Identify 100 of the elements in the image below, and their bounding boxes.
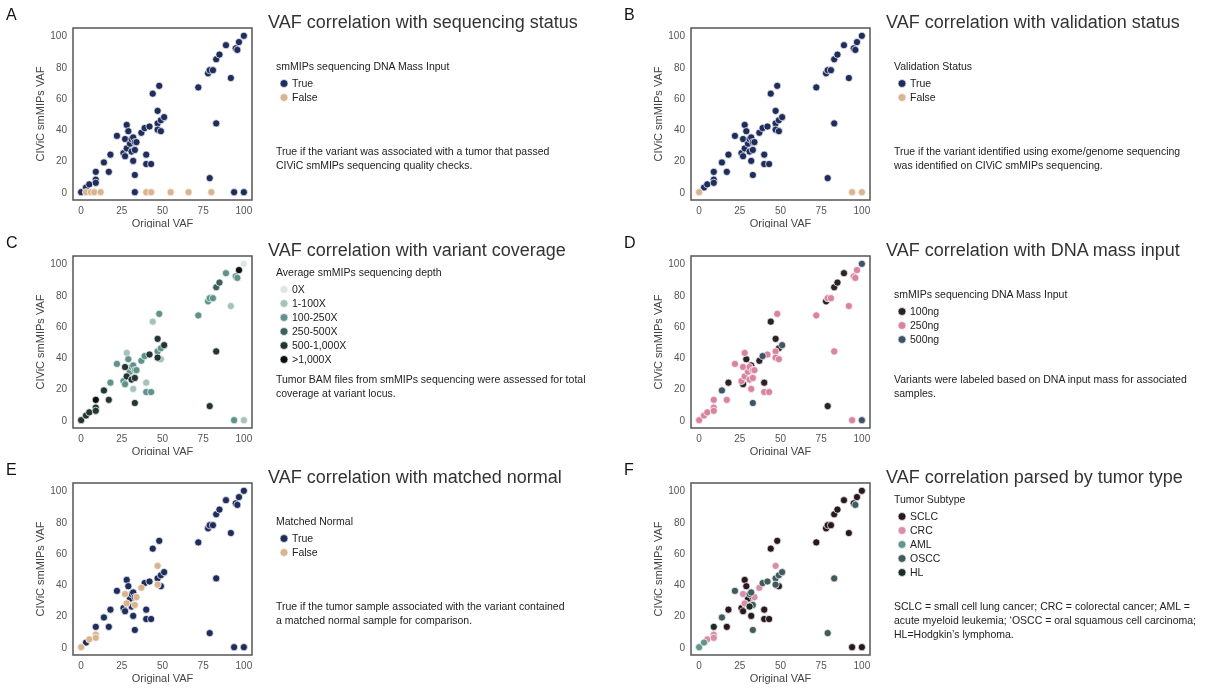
x-tick-label: 25 xyxy=(734,660,746,671)
text: VAF correlation with variant coverage xyxy=(268,240,566,260)
x-axis-title: Original VAF xyxy=(749,217,812,229)
legend-label: HL xyxy=(910,566,924,578)
x-tick-label: 25 xyxy=(116,205,128,216)
text: D xyxy=(624,234,636,251)
x-tick-label: 75 xyxy=(197,433,210,444)
x-tick-label: 25 xyxy=(734,205,746,216)
y-axis-title: CIViC smMIPs VAF xyxy=(652,66,664,162)
x-axis-title: Original VAF xyxy=(749,445,812,457)
x-tick-label: 50 xyxy=(774,660,787,671)
y-axis-title: CIViC smMIPs VAF xyxy=(34,521,46,617)
text: F xyxy=(624,461,634,478)
x-tick-label: 75 xyxy=(197,205,210,216)
x-tick-label: 100 xyxy=(235,660,253,671)
x-tick-label: 50 xyxy=(774,433,787,444)
x-axis-title: Original VAF xyxy=(131,672,194,684)
legend-label: 250-500X xyxy=(292,325,338,337)
legend-label: True xyxy=(292,532,314,544)
y-tick-label: 100 xyxy=(668,485,686,497)
legend-title: Tumor Subtype xyxy=(894,493,966,505)
legend-label: False xyxy=(910,91,936,103)
text: True if the variant identified using exome/genome sequencing was identified on CIViC smMIPs sequencing. xyxy=(893,145,1181,171)
y-tick-label: 80 xyxy=(673,289,686,301)
legend-label: 100-250X xyxy=(292,311,338,323)
x-tick-label: 50 xyxy=(156,433,169,444)
text: A xyxy=(6,6,17,23)
x-tick-label: 0 xyxy=(696,660,703,671)
x-tick-label: 75 xyxy=(197,660,210,671)
y-tick-label: 80 xyxy=(55,61,68,73)
y-tick-label: 60 xyxy=(673,547,686,559)
x-tick-label: 0 xyxy=(696,433,703,444)
x-axis-title: Original VAF xyxy=(131,445,194,457)
text: VAF correlation parsed by tumor type xyxy=(886,467,1183,487)
text: SCLC = small cell lung cancer; CRC = colorectal cancer; AML = acute myeloid leukemia; ‘OSCC = oral squamous cell carcinoma; HL=Hodgkin’s lymphoma. xyxy=(894,600,1197,640)
legend-label: False xyxy=(292,91,318,103)
y-tick-label: 20 xyxy=(673,155,686,167)
legend-label: >1,000X xyxy=(292,353,332,365)
y-tick-label: 40 xyxy=(55,124,68,136)
x-tick-label: 100 xyxy=(235,433,253,444)
y-axis-title: CIViC smMIPs VAF xyxy=(652,521,664,617)
legend-label: 0X xyxy=(292,283,305,295)
y-tick-label: 20 xyxy=(673,610,686,622)
y-tick-label: 0 xyxy=(61,186,68,198)
legend-label: CRC xyxy=(910,524,934,536)
x-axis-title: Original VAF xyxy=(131,217,194,229)
y-tick-label: 0 xyxy=(679,641,686,653)
legend-label: 250ng xyxy=(910,319,940,331)
text: C xyxy=(6,234,18,251)
y-tick-label: 40 xyxy=(55,352,68,364)
text: E xyxy=(6,461,17,478)
x-tick-label: 0 xyxy=(696,205,703,216)
legend-label: AML xyxy=(910,538,932,550)
y-tick-label: 100 xyxy=(668,258,686,270)
legend-label: 100ng xyxy=(910,305,940,317)
legend-label: 1-100X xyxy=(292,297,326,309)
y-tick-label: 100 xyxy=(50,30,68,42)
x-tick-label: 75 xyxy=(815,433,828,444)
y-axis-title: CIViC smMIPs VAF xyxy=(34,294,46,390)
y-tick-label: 60 xyxy=(673,92,686,104)
legend-title: Validation Status xyxy=(894,60,973,72)
y-tick-label: 40 xyxy=(673,579,686,591)
x-tick-label: 75 xyxy=(815,205,828,216)
text: VAF correlation with DNA mass input xyxy=(886,240,1180,260)
x-tick-label: 25 xyxy=(116,433,128,444)
legend-title: smMIPs sequencing DNA Mass Input xyxy=(276,60,450,72)
legend-label: True xyxy=(910,77,932,89)
legend-label: True xyxy=(292,77,314,89)
legend-label: 500ng xyxy=(910,333,940,345)
legend-label: OSCC xyxy=(910,552,941,564)
y-tick-label: 60 xyxy=(55,547,68,559)
text: VAF correlation with sequencing status xyxy=(268,12,578,32)
x-tick-label: 100 xyxy=(235,205,253,216)
legend-title: Average smMIPs sequencing depth xyxy=(276,266,442,278)
x-tick-label: 0 xyxy=(78,433,85,444)
y-tick-label: 20 xyxy=(673,383,686,395)
y-tick-label: 80 xyxy=(55,516,68,528)
text: VAF correlation with matched normal xyxy=(268,467,562,487)
y-tick-label: 100 xyxy=(668,30,686,42)
x-tick-label: 0 xyxy=(78,660,85,671)
y-tick-label: 0 xyxy=(679,186,686,198)
text: Variants were labeled based on DNA input mass for associated samples. xyxy=(894,373,1187,399)
x-tick-label: 50 xyxy=(774,205,787,216)
text: Tumor BAM files from smMIPs sequencing were assessed for total coverage at variant locus. xyxy=(276,373,586,399)
y-tick-label: 0 xyxy=(679,414,686,426)
x-tick-label: 0 xyxy=(78,205,85,216)
y-tick-label: 60 xyxy=(673,320,686,332)
y-tick-label: 40 xyxy=(673,124,686,136)
x-tick-label: 25 xyxy=(734,433,746,444)
y-tick-label: 60 xyxy=(55,320,68,332)
legend-label: False xyxy=(292,546,318,558)
y-tick-label: 20 xyxy=(55,383,68,395)
y-tick-label: 80 xyxy=(673,61,686,73)
legend-label: SCLC xyxy=(910,510,939,522)
y-axis-title: CIViC smMIPs VAF xyxy=(652,294,664,390)
x-tick-label: 75 xyxy=(815,660,828,671)
x-tick-label: 25 xyxy=(116,660,128,671)
x-axis-title: Original VAF xyxy=(749,672,812,684)
y-tick-label: 20 xyxy=(55,610,68,622)
x-tick-label: 100 xyxy=(853,660,871,671)
